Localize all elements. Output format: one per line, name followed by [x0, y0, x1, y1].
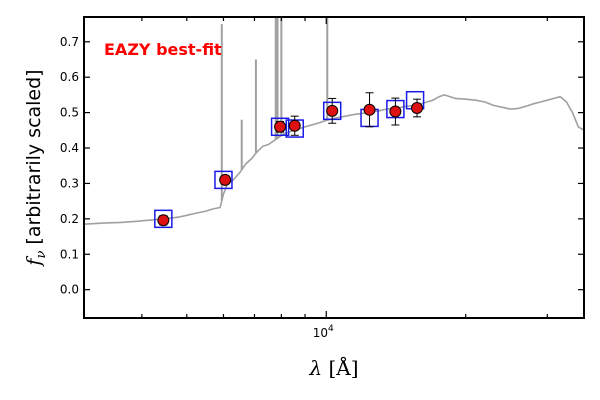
x-axis-unit: [Å]: [328, 355, 358, 380]
y-axis-label: fν [arbitrarily scaled]: [23, 69, 49, 267]
x-axis-label: λ [Å]: [308, 355, 358, 380]
observed-flux-point: [219, 173, 232, 186]
model-photometry-layer: [154, 90, 425, 229]
y-tick-label: 0.1: [60, 247, 79, 261]
y-tick-label: 0.3: [60, 176, 79, 190]
y-tick-label: 0.4: [60, 141, 79, 155]
model-spectrum-layer: [83, 94, 585, 225]
y-axis-subscript: ν: [34, 251, 49, 259]
observed-points-layer: [157, 102, 424, 227]
y-tick-label: 0.0: [60, 283, 79, 297]
observed-flux-point: [288, 119, 301, 132]
y-tick-label: 0.5: [60, 106, 79, 120]
model-spectrum-line: [83, 94, 585, 225]
x-tick-label-base: 10: [313, 326, 328, 340]
observed-flux-point: [389, 105, 402, 118]
observed-flux-point: [157, 214, 170, 227]
x-tick-label-exponent: 4: [328, 324, 334, 334]
observed-flux-point: [326, 104, 339, 117]
x-tick-label: 104: [313, 324, 334, 340]
fit-annotation: EAZY best-fit: [104, 40, 222, 59]
x-axis-symbol: λ: [308, 356, 322, 380]
observed-flux-point: [411, 102, 424, 115]
y-tick-label: 0.2: [60, 212, 79, 226]
observed-flux-point: [274, 120, 287, 133]
plot-frame: [83, 16, 585, 319]
model-flux-box: [214, 170, 233, 190]
emission-lines-layer: [220, 17, 329, 201]
x-ticks: 104: [141, 17, 548, 340]
observed-flux-point: [363, 103, 376, 116]
model-flux-box: [270, 117, 290, 137]
y-tick-label: 0.7: [60, 35, 79, 49]
error-bars-layer: [159, 92, 422, 226]
model-flux-box: [154, 209, 173, 229]
y-axis-text: [arbitrarily scaled]: [23, 69, 45, 244]
y-tick-label: 0.6: [60, 70, 79, 84]
y-axis-symbol: f: [23, 256, 45, 268]
y-ticks: 0.0 0.1 0.2 0.3 0.4 0.5 0.6 0.7: [60, 35, 584, 297]
